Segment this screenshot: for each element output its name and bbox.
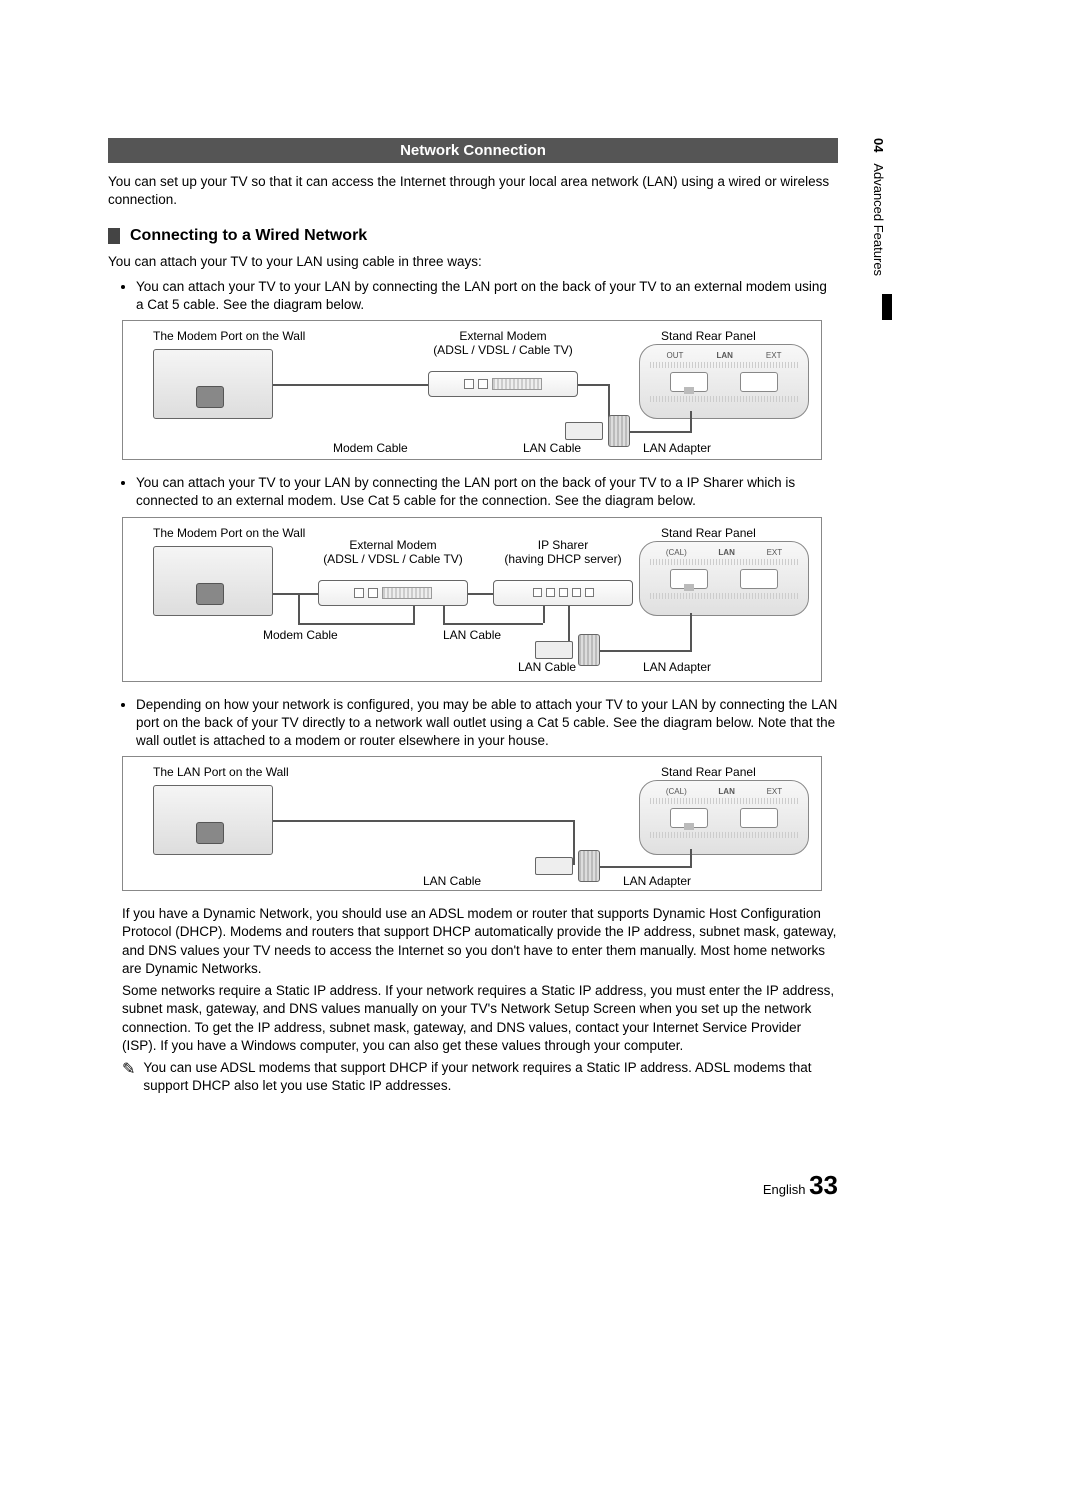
cable-line (413, 606, 415, 623)
sharer-sub: (having DHCP server) (503, 552, 623, 566)
adapter-body-icon (608, 415, 630, 447)
paragraph: Some networks require a Static IP addres… (122, 982, 838, 1055)
cable-line (468, 593, 493, 595)
modem-sub: (ADSL / VDSL / Cable TV) (323, 552, 463, 566)
page-footer: English 33 (108, 1170, 838, 1201)
modem-sub: (ADSL / VDSL / Cable TV) (433, 343, 573, 357)
side-marker (882, 294, 892, 320)
modem-cable-label: Modem Cable (333, 441, 408, 455)
subhead-bar (108, 228, 120, 244)
wall-label: The Modem Port on the Wall (153, 526, 305, 540)
footer-lang: English (763, 1182, 806, 1197)
port-ext-label: EXT (767, 548, 783, 557)
wall-label: The LAN Port on the Wall (153, 765, 289, 779)
bullet-list: You can attach your TV to your LAN by co… (136, 278, 838, 314)
adapter-body-icon (578, 850, 600, 882)
cable-line (600, 650, 690, 652)
port-icon (740, 569, 778, 589)
rear-panel-label: Stand Rear Panel (661, 329, 756, 343)
port-cal-label: (CAL) (666, 787, 687, 796)
side-tab: 04 Advanced Features (871, 138, 886, 276)
wall-port-icon (153, 785, 273, 855)
list-item: Depending on how your network is configu… (136, 696, 838, 751)
port-lan-label: LAN (718, 548, 734, 557)
adapter-plug-icon (535, 641, 573, 659)
wall-port-icon (153, 546, 273, 616)
lan-cable-label: LAN Cable (423, 874, 481, 888)
cable-line (543, 606, 545, 623)
rear-panel-icon: (CAL) LAN EXT (639, 780, 809, 855)
port-out-label: OUT (667, 351, 684, 360)
cable-line (443, 606, 445, 623)
note-icon: ✎ (122, 1059, 135, 1095)
adapter-body-icon (578, 634, 600, 666)
section-banner: Network Connection (108, 138, 838, 163)
cable-line (578, 384, 608, 386)
paragraph: If you have a Dynamic Network, you shoul… (122, 905, 838, 978)
lan-adapter-label: LAN Adapter (643, 660, 711, 674)
sharer-label: IP Sharer (503, 538, 623, 552)
cable-line (298, 593, 300, 623)
cable-line (443, 623, 543, 625)
cable-line (273, 820, 573, 822)
cable-line (273, 384, 428, 386)
port-icon (740, 808, 778, 828)
diagram-2: The Modem Port on the Wall External Mode… (122, 517, 822, 682)
intro-text: You can set up your TV so that it can ac… (108, 173, 838, 209)
lan-cable-label: LAN Cable (443, 628, 501, 642)
lan-cable-label: LAN Cable (523, 441, 581, 455)
rear-panel-label: Stand Rear Panel (661, 765, 756, 779)
adapter-plug-icon (535, 857, 573, 875)
bullet-list: You can attach your TV to your LAN by co… (136, 474, 838, 510)
wall-port-icon (153, 349, 273, 419)
adapter-plug-icon (565, 422, 603, 440)
cable-line (298, 623, 415, 625)
list-item: You can attach your TV to your LAN by co… (136, 278, 838, 314)
note: ✎ You can use ADSL modems that support D… (122, 1059, 838, 1095)
page-number: 33 (809, 1170, 838, 1200)
modem-icon (428, 371, 578, 397)
port-icon (670, 372, 708, 392)
modem-icon (318, 580, 468, 606)
cable-line (690, 849, 692, 868)
cable-line (690, 411, 692, 433)
port-ext-label: EXT (767, 787, 783, 796)
port-ext-label: EXT (766, 351, 782, 360)
port-icon (670, 808, 708, 828)
note-text: You can use ADSL modems that support DHC… (143, 1059, 838, 1095)
modem-cable-label: Modem Cable (263, 628, 338, 642)
cable-line (690, 613, 692, 652)
page-content: Network Connection You can set up your T… (108, 138, 838, 1095)
subhead-title: Connecting to a Wired Network (130, 227, 367, 245)
rear-panel-label: Stand Rear Panel (661, 526, 756, 540)
lan-cable-label: LAN Cable (518, 660, 576, 674)
bullet-list: Depending on how your network is configu… (136, 696, 838, 751)
port-icon (670, 569, 708, 589)
cable-line (630, 431, 690, 433)
diagram-1: The Modem Port on the Wall External Mode… (122, 320, 822, 460)
cable-line (600, 866, 690, 868)
cable-line (273, 593, 318, 595)
chapter-label: Advanced Features (871, 163, 886, 276)
port-cal-label: (CAL) (666, 548, 687, 557)
rear-panel-icon: (CAL) LAN EXT (639, 541, 809, 616)
wall-label: The Modem Port on the Wall (153, 329, 305, 343)
chapter-number: 04 (871, 138, 886, 152)
rear-panel-icon: OUT LAN EXT (639, 344, 809, 419)
subheading: Connecting to a Wired Network (108, 227, 838, 245)
list-item: You can attach your TV to your LAN by co… (136, 474, 838, 510)
lan-adapter-label: LAN Adapter (623, 874, 691, 888)
section-lead: You can attach your TV to your LAN using… (108, 253, 838, 271)
cable-line (573, 820, 575, 865)
lan-adapter-label: LAN Adapter (643, 441, 711, 455)
port-lan-label: LAN (718, 787, 734, 796)
modem-label: External Modem (433, 329, 573, 343)
port-icon (740, 372, 778, 392)
diagram-3: The LAN Port on the Wall Stand Rear Pane… (122, 756, 822, 891)
modem-label: External Modem (323, 538, 463, 552)
sharer-icon (493, 580, 633, 606)
port-lan-label: LAN (716, 351, 732, 360)
